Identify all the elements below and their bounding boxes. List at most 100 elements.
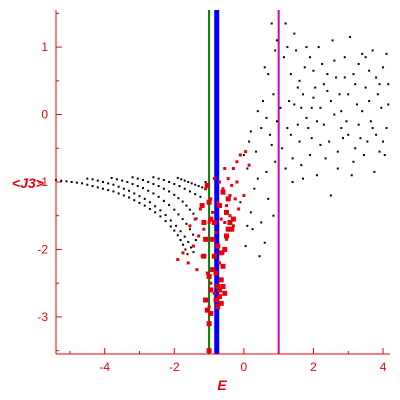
black-point [308,56,311,59]
black-point [354,83,357,86]
black-point [361,52,364,55]
black-point [333,113,336,116]
black-point [298,140,301,143]
black-point [369,120,372,123]
black-point [260,127,263,130]
black-point [295,49,298,52]
black-point [322,83,325,86]
red-point [195,268,199,272]
red-point [209,197,213,201]
black-point [183,187,186,190]
black-point [319,106,322,109]
black-point [357,62,360,65]
black-point [65,180,68,183]
red-point [193,217,197,221]
red-point [237,207,241,211]
red-large-point [208,311,214,317]
black-point [333,59,336,62]
red-point [204,187,208,191]
red-point [231,167,235,171]
red-large-point [206,273,212,279]
black-point [181,200,184,203]
black-point [281,147,284,150]
black-point [265,170,268,173]
black-point [192,251,195,254]
black-point [154,211,157,214]
black-point [274,160,277,163]
black-point [326,89,329,92]
red-large-point [220,284,226,290]
black-point [343,56,346,59]
black-point [168,203,171,206]
red-large-point [206,348,212,354]
black-point [256,177,259,180]
x-axis-label: E [217,377,227,393]
black-point [159,209,162,212]
black-point [246,167,249,170]
black-point [249,130,252,133]
black-point [143,204,146,207]
black-point [355,103,358,106]
black-point [387,103,390,106]
red-large-point [213,270,219,276]
black-point [121,179,124,182]
black-point [308,154,311,157]
red-point [211,210,215,214]
black-point [185,204,188,207]
black-point [179,230,182,233]
black-point [96,179,99,182]
black-point [373,170,376,173]
black-point [305,116,308,119]
black-point [181,243,184,246]
black-point [350,174,353,177]
red-large-point [220,189,226,195]
black-point [383,154,386,157]
black-point [312,96,315,99]
red-large-point [206,199,212,205]
black-point [154,205,157,208]
black-point [162,187,165,190]
black-point [178,185,181,188]
black-point [315,120,318,123]
red-large-point [223,209,229,215]
red-point [244,150,248,154]
black-point [91,185,94,188]
red-point [218,180,222,184]
red-large-point [206,321,212,327]
black-point [112,183,115,186]
black-point [248,140,251,143]
black-point [176,234,179,237]
black-point [164,214,167,217]
red-large-point [218,250,224,256]
black-point [387,83,390,86]
small-red-point-series [176,150,251,309]
black-point [265,116,268,119]
black-point [148,201,151,204]
black-point [251,228,254,231]
red-large-point [223,233,229,239]
black-point [168,190,171,193]
black-point [136,185,139,188]
black-point [368,100,371,103]
red-large-point [217,294,223,300]
red-point [218,261,222,265]
black-point [189,246,192,249]
red-point [228,214,232,218]
black-point [86,177,89,180]
black-point [176,176,179,179]
red-point [197,234,201,238]
x-tick-label: 2 [310,360,317,374]
black-point [173,193,176,196]
black-point [263,241,266,244]
black-point [184,248,187,251]
y-tick-label: 0 [41,108,48,122]
black-point [345,120,348,123]
black-point [115,178,118,181]
black-point [342,137,345,140]
red-large-point [218,300,224,306]
black-point [357,123,360,126]
black-point [157,185,160,188]
y-tick-label: -3 [37,310,48,324]
black-point [110,176,113,179]
